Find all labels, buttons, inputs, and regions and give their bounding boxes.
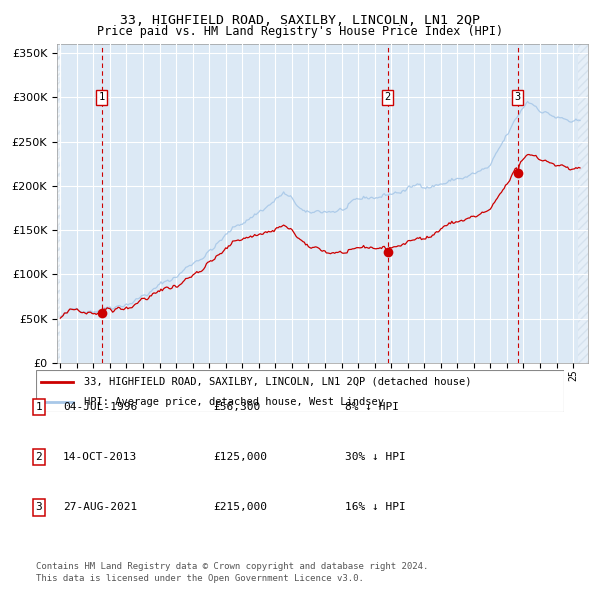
Text: 3: 3 (515, 93, 521, 102)
Text: 30% ↓ HPI: 30% ↓ HPI (345, 453, 406, 462)
Text: Price paid vs. HM Land Registry's House Price Index (HPI): Price paid vs. HM Land Registry's House … (97, 25, 503, 38)
Text: 2: 2 (385, 93, 391, 102)
Text: 33, HIGHFIELD ROAD, SAXILBY, LINCOLN, LN1 2QP: 33, HIGHFIELD ROAD, SAXILBY, LINCOLN, LN… (120, 14, 480, 27)
Text: 14-OCT-2013: 14-OCT-2013 (63, 453, 137, 462)
Text: 1: 1 (98, 93, 105, 102)
Text: 2: 2 (35, 453, 43, 462)
Text: £215,000: £215,000 (213, 503, 267, 512)
Text: 27-AUG-2021: 27-AUG-2021 (63, 503, 137, 512)
Text: Contains HM Land Registry data © Crown copyright and database right 2024.
This d: Contains HM Land Registry data © Crown c… (36, 562, 428, 583)
Text: 16% ↓ HPI: 16% ↓ HPI (345, 503, 406, 512)
Text: 04-JUL-1996: 04-JUL-1996 (63, 402, 137, 412)
Text: 8% ↓ HPI: 8% ↓ HPI (345, 402, 399, 412)
Text: £56,300: £56,300 (213, 402, 260, 412)
Text: 1: 1 (35, 402, 43, 412)
FancyBboxPatch shape (36, 370, 564, 412)
Text: 3: 3 (35, 503, 43, 512)
Text: HPI: Average price, detached house, West Lindsey: HPI: Average price, detached house, West… (83, 397, 383, 407)
Text: £125,000: £125,000 (213, 453, 267, 462)
Text: 33, HIGHFIELD ROAD, SAXILBY, LINCOLN, LN1 2QP (detached house): 33, HIGHFIELD ROAD, SAXILBY, LINCOLN, LN… (83, 377, 471, 387)
